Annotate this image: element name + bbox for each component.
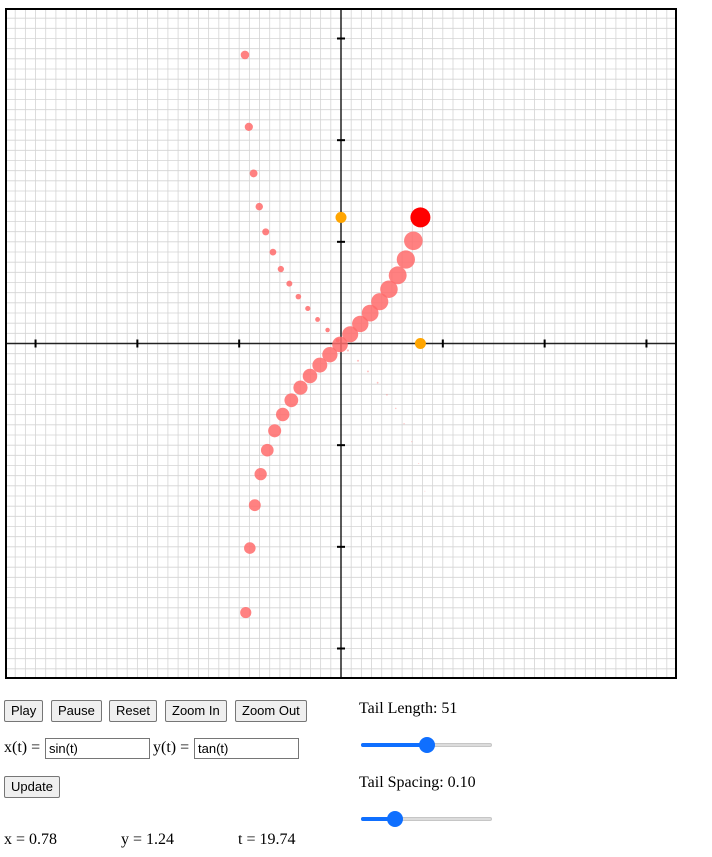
y-projection-marker	[335, 211, 347, 223]
tail-point	[411, 441, 413, 443]
tail-point	[396, 250, 415, 269]
tail-point	[404, 231, 423, 251]
reset-button[interactable]: Reset	[109, 700, 157, 722]
tail-point	[315, 317, 321, 322]
tail-point	[286, 280, 293, 287]
tail-point	[277, 265, 285, 273]
tail-point	[305, 305, 311, 312]
tail-point	[380, 280, 398, 298]
tail-point	[342, 326, 359, 343]
play-button[interactable]: Play	[4, 700, 44, 722]
tail-point	[295, 293, 302, 300]
tail-point	[388, 266, 407, 285]
tail-point	[276, 407, 290, 422]
tail-length-label: Tail Length: 51	[359, 700, 458, 717]
tail-point	[346, 349, 350, 352]
slider-fill	[361, 817, 396, 821]
tail-point	[284, 393, 299, 408]
tail-spacing-slider[interactable]	[361, 811, 492, 827]
zoom-in-button[interactable]: Zoom In	[165, 700, 227, 722]
tail-point	[403, 423, 405, 425]
tail-point	[312, 357, 328, 373]
update-button[interactable]: Update	[4, 776, 60, 798]
tail-point	[366, 370, 369, 373]
tail-point	[240, 606, 252, 619]
plot-border	[5, 8, 677, 679]
y-equation-label: y(t) =	[153, 739, 190, 756]
slider-fill	[361, 743, 427, 747]
y-equation-input[interactable]	[194, 738, 299, 759]
x-equation-input[interactable]	[45, 738, 150, 759]
tail-point	[268, 424, 282, 438]
tail-point	[325, 327, 330, 333]
tail-point	[260, 443, 274, 457]
tail-point	[352, 315, 369, 333]
x-equation-label: x(t) =	[4, 739, 41, 756]
x-projection-marker	[414, 338, 426, 349]
tail-point	[244, 542, 256, 554]
markers	[335, 207, 431, 349]
tail-point	[376, 381, 379, 384]
tail-point	[262, 228, 270, 236]
tail-point	[240, 50, 250, 60]
tail-point	[249, 169, 258, 178]
tail-point	[255, 202, 263, 211]
tail-point	[371, 293, 389, 311]
y-readout: y = 1.24	[121, 831, 175, 848]
t-readout: t = 19.74	[238, 831, 296, 848]
zoom-out-button[interactable]: Zoom Out	[235, 700, 307, 722]
tail-point	[418, 462, 420, 465]
tail-point	[248, 499, 261, 512]
tail-point	[302, 368, 318, 384]
tail-point	[322, 347, 338, 363]
tail-right-branch	[346, 349, 426, 492]
tail-spacing-label: Tail Spacing: 0.10	[359, 774, 476, 791]
tail-point	[254, 468, 267, 481]
tail-point	[361, 304, 379, 322]
slider-thumb[interactable]	[387, 811, 404, 827]
tail-point	[244, 122, 253, 131]
tail-point	[356, 359, 360, 362]
slider-thumb[interactable]	[418, 737, 435, 753]
tail-left-branch	[240, 50, 423, 619]
tail-point	[424, 490, 426, 492]
tail-point	[332, 336, 348, 353]
parametric-plot-canvas[interactable]	[5, 8, 677, 679]
tail-point	[386, 394, 388, 396]
x-readout: x = 0.78	[4, 831, 58, 848]
tail-point	[269, 248, 277, 256]
tail-point	[293, 380, 308, 395]
tail-point	[395, 407, 397, 410]
head-point	[410, 207, 431, 228]
pause-button[interactable]: Pause	[51, 700, 102, 722]
tail-length-slider[interactable]	[361, 737, 492, 753]
